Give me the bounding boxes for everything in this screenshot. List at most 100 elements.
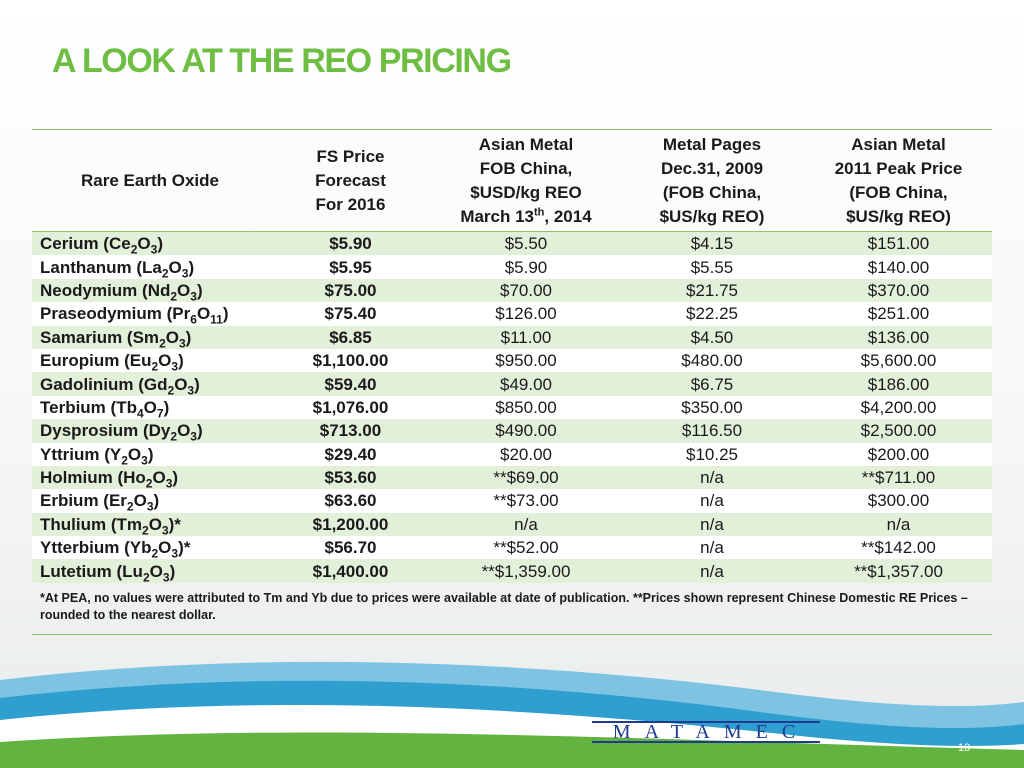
- fs-price-cell: $6.85: [268, 325, 433, 349]
- formula-element: Tb: [116, 397, 137, 417]
- oxide-name: Dysprosium: [40, 421, 139, 441]
- fs-price-cell: $1,400.00: [268, 559, 433, 583]
- asian-metal-2014-cell: **$1,359.00: [433, 559, 619, 583]
- oxide-name: Lutetium: [40, 561, 112, 581]
- formula-subscript: 2: [167, 382, 175, 397]
- formula-element: O: [127, 444, 142, 464]
- table-row: Erbium (Er2O3) $63.60 **$73.00 n/a $300.00: [32, 489, 992, 513]
- header-line: Forecast: [315, 170, 386, 190]
- formula-subscript: 6: [190, 312, 197, 327]
- formula-element: O: [196, 304, 211, 324]
- oxide-name-cell: Cerium (Ce2O3): [32, 231, 268, 257]
- oxide-name: Praseodymium: [40, 304, 162, 324]
- fs-price-cell: $1,076.00: [268, 395, 433, 420]
- oxide-name: Erbium: [40, 491, 99, 511]
- metal-pages-2009-cell: n/a: [619, 536, 805, 560]
- oxide-name-cell: Europium (Eu2O3): [32, 348, 268, 374]
- oxide-name-cell: Gadolinium (Gd2O3): [32, 372, 268, 397]
- formula-element: Yb: [129, 538, 152, 558]
- formula-element: Ho: [123, 468, 146, 488]
- formula-subscript: 3: [187, 382, 195, 397]
- asian-metal-2014-cell: **$73.00: [433, 489, 619, 513]
- metal-pages-2009-cell: $21.75: [619, 278, 805, 303]
- formula-element: Ce: [108, 234, 131, 254]
- asian-metal-2011-cell: $151.00: [805, 231, 992, 256]
- formula-subscript: 3: [171, 359, 179, 374]
- oxide-name-cell: Lanthanum (La2O3): [32, 255, 268, 280]
- formula-subscript: 3: [181, 265, 189, 280]
- formula-element: Eu: [129, 351, 152, 371]
- oxide-name: Neodymium: [40, 280, 138, 300]
- asian-metal-2014-cell: **$69.00: [433, 465, 619, 490]
- header-line: (FOB China,: [849, 182, 948, 202]
- asian-metal-2014-cell: $5.50: [433, 231, 619, 256]
- table-row: Europium (Eu2O3) $1,100.00 $950.00 $480.00 $…: [32, 348, 992, 374]
- formula-subscript: 11: [210, 312, 223, 327]
- fs-price-cell: $63.60: [268, 489, 433, 513]
- fs-price-cell: $75.00: [268, 278, 433, 303]
- decorative-wave: [0, 661, 1024, 768]
- table-row: Dysprosium (Dy2O3) $713.00 $490.00 $116.50 $…: [32, 419, 992, 443]
- header-line: Asian Metal: [851, 134, 946, 154]
- formula-element: La: [142, 257, 162, 277]
- metal-pages-2009-cell: $350.00: [619, 395, 805, 420]
- metal-pages-2009-cell: $5.55: [619, 255, 805, 279]
- asian-metal-2014-cell: $49.00: [433, 372, 619, 396]
- header-rare-earth-oxide: Rare Earth Oxide: [32, 130, 268, 232]
- formula-element: O: [158, 351, 172, 371]
- page-number: 13: [958, 742, 971, 754]
- metal-pages-2009-cell: n/a: [619, 559, 805, 583]
- formula-element: O: [143, 397, 157, 417]
- table-body: Cerium (Ce2O3) $5.90 $5.50 $4.15 $151.00 Lant…: [32, 231, 992, 585]
- asian-metal-2011-cell: n/a: [805, 512, 992, 537]
- table-row: Holmium (Ho2O3) $53.60 **$69.00 n/a **$711.0…: [32, 465, 992, 490]
- header-line: $US/kg REO): [659, 206, 765, 226]
- formula-element: O: [133, 491, 147, 511]
- formula-element: Gd: [143, 374, 168, 394]
- fs-price-cell: $1,100.00: [268, 348, 433, 373]
- formula-subscript: 2: [130, 242, 138, 257]
- asian-metal-2011-cell: $140.00: [805, 255, 992, 279]
- oxide-name-cell: Samarium (Sm2O3): [32, 325, 268, 351]
- formula-subscript: 2: [161, 265, 169, 280]
- matamec-logo: MATAMEC: [592, 715, 820, 747]
- header-line: For 2016: [315, 194, 386, 214]
- table-row: Yttrium (Y2O3) $29.40 $20.00 $10.25 $200.00: [32, 442, 992, 468]
- header-line: Metal Pages: [662, 134, 762, 154]
- fs-price-cell: $59.40: [268, 372, 433, 396]
- oxide-name: Thulium: [40, 514, 107, 534]
- asian-metal-2011-cell: $136.00: [805, 325, 992, 349]
- formula-element: O: [168, 257, 182, 277]
- formula-element: Y: [109, 444, 122, 464]
- header-date-post: , 2014: [544, 206, 592, 226]
- oxide-name-cell: Holmium (Ho2O3): [32, 465, 268, 489]
- formula-subscript: 3: [171, 546, 179, 561]
- header-asian-metal-2014: Asian Metal FOB China, $USD/kg REO March…: [433, 130, 619, 232]
- table-bottom-rule: [32, 634, 992, 635]
- header-line: $USD/kg REO: [470, 182, 582, 202]
- asian-metal-2014-cell: $20.00: [433, 442, 619, 466]
- formula-subscript: 3: [178, 336, 186, 351]
- fs-price-cell: $5.95: [268, 255, 433, 279]
- oxide-name-cell: Yttrium (Y2O3): [32, 442, 268, 468]
- oxide-name: Samarium: [40, 327, 123, 347]
- reo-pricing-table: Rare Earth Oxide FS Price Forecast For 2…: [32, 130, 992, 583]
- formula-subscript: 2: [142, 570, 150, 585]
- table-top-rule: [32, 129, 992, 130]
- formula-element: O: [177, 421, 191, 441]
- asian-metal-2011-cell: $5,600.00: [805, 348, 992, 373]
- formula-subscript: 2: [151, 359, 159, 374]
- asian-metal-2011-cell: $200.00: [805, 442, 992, 466]
- formula-element: O: [152, 468, 166, 488]
- table-row: Lutetium (Lu2O3) $1,400.00 **$1,359.00 n/a *…: [32, 559, 992, 585]
- oxide-name: Cerium: [40, 234, 99, 254]
- metal-pages-2009-cell: $4.15: [619, 231, 805, 256]
- asian-metal-2011-cell: $186.00: [805, 372, 992, 396]
- formula-subscript: 3: [141, 453, 148, 468]
- formula-element: O: [137, 234, 151, 254]
- oxide-name-cell: Lutetium (Lu2O3): [32, 559, 268, 585]
- fs-price-cell: $713.00: [268, 419, 433, 443]
- oxide-name: Gadolinium: [40, 374, 134, 394]
- formula-subscript: 3: [150, 242, 158, 257]
- asian-metal-2014-cell: $850.00: [433, 395, 619, 420]
